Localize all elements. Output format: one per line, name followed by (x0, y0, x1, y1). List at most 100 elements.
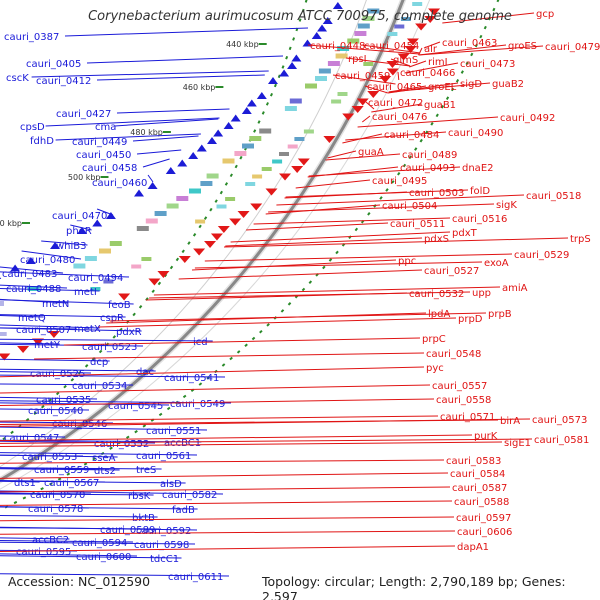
gene-label[interactable]: tdcC1 (150, 554, 179, 565)
gene-label[interactable]: cauri_0470 (52, 211, 107, 222)
gene-label[interactable]: cauri_0570 (30, 490, 85, 501)
gene-label[interactable]: ppc (398, 256, 416, 267)
gene-label[interactable]: cauri_0581 (534, 435, 589, 446)
gene-label[interactable]: cauri_0525 (30, 369, 85, 380)
gene-label[interactable]: cscK (6, 73, 29, 84)
gene-label[interactable]: cauri_0595 (16, 547, 71, 558)
gene-label[interactable]: rbsK (128, 491, 151, 502)
gene-label[interactable]: alr (424, 44, 438, 55)
gene-label[interactable]: sigE1 (504, 438, 531, 449)
gene-label[interactable]: purK (474, 431, 498, 442)
gene-label[interactable]: cma (95, 122, 116, 133)
gene-label[interactable]: cauri_0545 (108, 401, 163, 412)
gene-label[interactable]: cauri_0547 (4, 433, 59, 444)
gene-label[interactable]: cauri_0472 (368, 98, 423, 109)
gene-label[interactable]: cauri_0534 (72, 381, 127, 392)
gene-label[interactable]: cauri_0567 (44, 478, 99, 489)
gene-label[interactable]: cauri_0558 (436, 395, 491, 406)
gene-label[interactable]: cauri_0466 (400, 68, 455, 79)
gene-label[interactable]: dts2 (94, 466, 116, 477)
gene-label[interactable]: exoA (484, 258, 509, 269)
gene-label[interactable]: sigK (496, 200, 517, 211)
gene-label[interactable]: groES (508, 41, 537, 52)
gene-label[interactable]: cauri_0548 (426, 349, 481, 360)
gene-label[interactable]: cauri_0479 (545, 42, 600, 53)
gene-label[interactable]: cauri_0473 (460, 59, 515, 70)
gene-label[interactable]: cauri_0589 (100, 525, 155, 536)
gene-label[interactable]: cauri_0516 (452, 214, 507, 225)
gene-label[interactable]: cauri_0597 (456, 513, 511, 524)
gene-label[interactable]: cauri_0511 (390, 219, 445, 230)
gene-label[interactable]: cauri_0532 (409, 289, 464, 300)
gene-label[interactable]: cauri_0465 (367, 82, 422, 93)
gene-label[interactable]: alsD (160, 479, 182, 490)
gene-label[interactable]: cpsD (20, 122, 45, 133)
gene-label[interactable]: pdxS (424, 234, 449, 245)
gene-label[interactable]: cauri_0552 (94, 439, 149, 450)
gene-label[interactable]: lpdA (428, 309, 450, 320)
gene-label[interactable]: sseA (92, 453, 116, 464)
gene-label[interactable]: cauri_0448 (310, 41, 365, 52)
gene-label[interactable]: guaB1 (424, 100, 456, 111)
gene-label[interactable]: cauri_0458 (82, 163, 137, 174)
gene-label[interactable]: cauri_0541 (164, 373, 219, 384)
gene-label[interactable]: feoB (108, 300, 131, 311)
gene-label[interactable]: metI (74, 287, 97, 298)
gene-label[interactable]: cauri_0449 (72, 137, 127, 148)
gene-label[interactable]: cauri_0584 (450, 469, 505, 480)
gene-label[interactable]: pyc (426, 363, 444, 374)
gene-label[interactable]: cauri_0559 (34, 465, 89, 476)
gene-label[interactable]: guaB2 (492, 79, 524, 90)
gene-label[interactable]: cauri_0561 (136, 451, 191, 462)
gene-label[interactable]: cauri_0450 (76, 150, 131, 161)
gene-label[interactable]: cauri_0578 (28, 504, 83, 515)
gene-label[interactable]: cauri_0427 (56, 109, 111, 120)
gene-label[interactable]: cauri_0476 (372, 112, 427, 123)
gene-label[interactable]: cauri_0494 (68, 273, 123, 284)
gene-label[interactable]: cauri_0583 (446, 456, 501, 467)
gene-label[interactable]: dcp (90, 357, 108, 368)
gene-label[interactable]: prpC (422, 334, 446, 345)
gene-label[interactable]: cauri_0460 (92, 178, 147, 189)
gene-label[interactable]: cauri_0507 (16, 325, 71, 336)
gene-label[interactable]: cauri_0598 (134, 540, 189, 551)
gene-label[interactable]: cauri_0606 (457, 527, 512, 538)
gene-label[interactable]: rimI (428, 57, 448, 68)
gene-label[interactable]: metY (34, 340, 61, 351)
gene-label[interactable]: cauri_0518 (526, 191, 581, 202)
gene-label[interactable]: cauri_0527 (424, 266, 479, 277)
gene-label[interactable]: cspR (100, 313, 124, 324)
gene-label[interactable]: cauri_0535 (36, 395, 91, 406)
gene-label[interactable]: prpB (488, 309, 512, 320)
gene-label[interactable]: dac (136, 367, 154, 378)
gene-label[interactable]: treS (136, 465, 156, 476)
gene-label[interactable]: dts1 (14, 478, 36, 489)
gene-label[interactable]: accBC2 (32, 535, 69, 546)
gene-label[interactable]: metQ (18, 313, 46, 324)
gene-label[interactable]: cauri_0546 (52, 419, 107, 430)
gene-label[interactable]: fadB (172, 505, 195, 516)
gene-label[interactable]: birA (500, 416, 520, 427)
gene-label[interactable]: cauri_0549 (170, 399, 225, 410)
gene-label[interactable]: cauri_0489 (402, 150, 457, 161)
gene-label[interactable]: cauri_0592 (136, 526, 191, 537)
gene-label[interactable]: cauri_0571 (440, 412, 495, 423)
gene-label[interactable]: guaA (358, 147, 384, 158)
gene-label[interactable]: cauri_0405 (26, 59, 81, 70)
gene-label[interactable]: cauri_0611 (168, 572, 223, 583)
gene-label[interactable]: metN (42, 299, 69, 310)
gene-label[interactable]: cauri_0573 (532, 415, 587, 426)
gene-label[interactable]: cauri_0557 (432, 381, 487, 392)
gene-label[interactable]: cauri_0459 (335, 71, 390, 82)
gene-label[interactable]: prpD (458, 314, 483, 325)
gene-label[interactable]: cauri_0553 (22, 452, 77, 463)
gene-label[interactable]: glmS (393, 55, 418, 66)
gene-label[interactable]: accBC1 (164, 438, 201, 449)
gene-label[interactable]: phoR (66, 226, 92, 237)
gene-label[interactable]: cauri_0480 (20, 255, 75, 266)
gene-label[interactable]: cauri_0582 (162, 490, 217, 501)
gene-label[interactable]: pdxR (116, 327, 142, 338)
gene-label[interactable]: amiA (502, 283, 528, 294)
gene-label[interactable]: whiB3 (56, 241, 87, 252)
gene-label[interactable]: cauri_0503 (409, 188, 464, 199)
